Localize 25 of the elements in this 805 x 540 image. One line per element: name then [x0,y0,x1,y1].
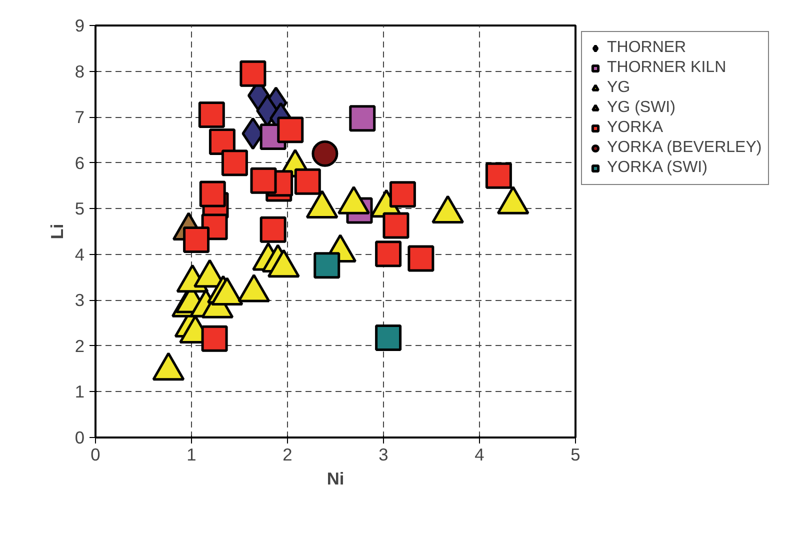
legend-label: YORKA (SWI) [607,158,708,178]
y-axis-title: Li [46,224,67,240]
x-tick-label: 5 [570,444,580,464]
y-tick-label: 0 [74,428,85,448]
legend-label: YG [607,78,630,98]
x-axis-title: Ni [326,468,344,488]
legend-label: THORNER [607,38,686,58]
y-tick-label: 8 [74,61,85,82]
legend-label: THORNER KILN [607,58,726,78]
x-tick-label: 4 [474,444,485,464]
y-tick-label: 6 [74,152,85,173]
y-tick-label: 3 [74,290,85,310]
y-tick-label: 2 [74,336,85,356]
y-tick-label: 1 [74,382,85,402]
x-tick-label: 1 [186,444,196,464]
legend-label: YORKA [607,118,664,138]
y-tick-label: 4 [74,244,85,264]
y-tick-label: 7 [74,107,85,128]
x-tick-label: 0 [90,444,100,464]
y-tick-label: 9 [74,16,85,36]
y-tick-label: 5 [74,198,85,219]
x-tick-label: 2 [282,444,292,464]
legend-label: YG (SWI) [607,98,676,118]
legend-label: YORKA (BEVERLEY) [607,138,762,158]
x-tick-label: 3 [378,444,388,464]
